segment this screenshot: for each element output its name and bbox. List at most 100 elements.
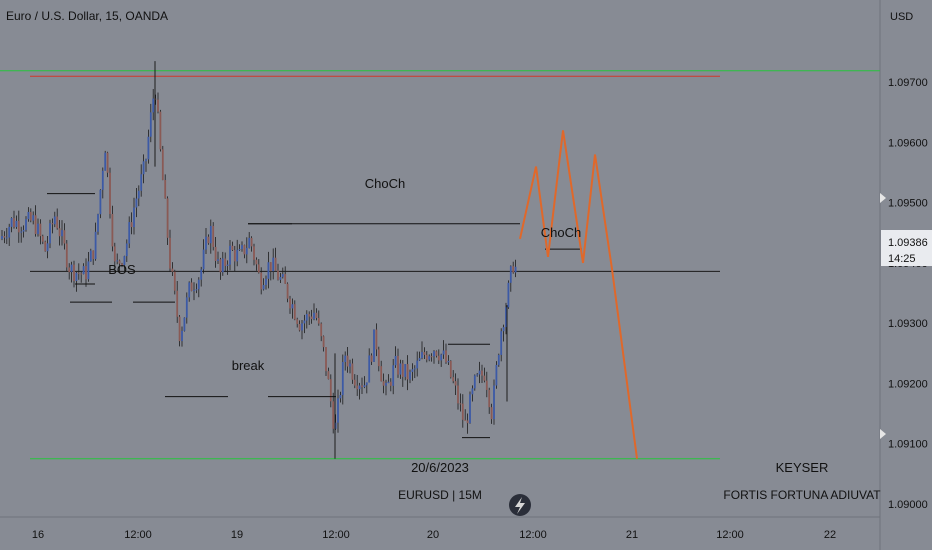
time-tick-label: 19 <box>231 529 243 541</box>
candle-body <box>92 250 95 260</box>
candle-body <box>454 381 457 386</box>
plot-area[interactable] <box>0 0 880 517</box>
candle-body <box>425 354 428 360</box>
candle-body <box>313 312 315 320</box>
chevron-right-icon[interactable] <box>880 193 886 203</box>
candle-body <box>293 304 296 320</box>
price-tick-label: 1.09600 <box>888 137 928 149</box>
level-lines <box>0 70 880 460</box>
candle-body <box>250 237 253 247</box>
candle-body <box>339 395 342 399</box>
candle-body <box>380 366 383 382</box>
candle-body <box>10 218 13 227</box>
candle-body <box>181 330 183 342</box>
candle-body <box>490 407 493 420</box>
candle-body <box>255 259 258 265</box>
candle-body <box>135 198 138 208</box>
candle-body <box>202 249 205 270</box>
candle-body <box>77 272 80 274</box>
candle-body <box>147 136 150 160</box>
candle-body <box>497 354 500 365</box>
candle-body <box>404 364 407 377</box>
time-axis[interactable] <box>0 517 880 550</box>
candle-body <box>133 207 135 228</box>
candle-body <box>409 371 411 380</box>
candle-body <box>188 282 191 298</box>
time-tick-label: 12:00 <box>716 529 744 541</box>
candle-body <box>353 379 356 386</box>
candle-body <box>171 268 174 272</box>
candle-body <box>233 250 236 262</box>
candle-body <box>322 336 325 348</box>
chevron-right-icon-lower[interactable] <box>880 429 886 439</box>
candle-body <box>183 317 186 331</box>
candle-body <box>349 363 351 367</box>
candle-body <box>142 161 145 175</box>
candle-body <box>327 371 330 380</box>
bos-label: BOS <box>108 262 136 277</box>
candle-body <box>267 262 270 279</box>
projection-path <box>519 130 638 459</box>
candle-body <box>193 290 195 292</box>
candle-body <box>145 159 147 162</box>
lightning-icon[interactable] <box>509 494 531 516</box>
candle-body <box>507 282 510 308</box>
candle-body <box>41 236 44 242</box>
candle-body <box>418 358 421 361</box>
candle-body <box>428 356 431 360</box>
watermark-author: KEYSER <box>776 460 829 475</box>
candle-body <box>104 152 107 171</box>
candle-body <box>243 245 246 255</box>
candle-body <box>248 237 251 248</box>
candle-body <box>82 266 85 275</box>
candle-body <box>101 170 104 190</box>
candle-body <box>399 363 402 375</box>
candle-body <box>368 355 371 383</box>
candle-body <box>197 279 200 290</box>
candle-body <box>238 249 241 251</box>
candle-body <box>137 190 140 199</box>
candle-body <box>269 262 272 272</box>
candle-body <box>452 377 455 382</box>
candle-body <box>466 420 469 424</box>
candle-body <box>411 369 414 372</box>
candle-body <box>356 385 359 390</box>
time-tick-label: 21 <box>626 529 638 541</box>
candle-body <box>89 250 92 262</box>
candle-body <box>377 349 380 367</box>
candle-body <box>224 258 227 266</box>
candlestick-series <box>1 61 517 459</box>
candle-body <box>394 355 397 366</box>
candle-body <box>68 267 71 273</box>
candle-body <box>373 329 375 362</box>
candle-body <box>375 329 378 350</box>
candle-body <box>308 314 311 317</box>
candle-body <box>281 274 284 277</box>
candle-body <box>442 350 445 355</box>
candle-body <box>358 385 361 390</box>
candle-body <box>130 222 133 228</box>
choch-label-right: ChoCh <box>541 225 581 240</box>
candle-body <box>461 403 464 420</box>
candle-body <box>34 215 37 235</box>
candle-body <box>190 282 193 291</box>
candle-body <box>229 245 231 265</box>
candle-body <box>421 352 423 359</box>
candle-body <box>63 230 66 244</box>
candle-body <box>392 365 395 386</box>
candle-body <box>29 211 32 221</box>
candle-body <box>13 218 15 227</box>
candle-body <box>65 243 68 268</box>
last-price-value: 1.09386 <box>888 237 928 249</box>
candle-body <box>161 149 164 180</box>
candle-body <box>435 351 438 356</box>
candle-body <box>152 98 155 113</box>
watermark-pair: EURUSD | 15M <box>398 488 482 502</box>
candle-body <box>493 385 495 420</box>
candle-body <box>423 352 426 355</box>
price-axis[interactable] <box>880 0 932 550</box>
candle-body <box>483 375 486 381</box>
candle-body <box>397 355 399 375</box>
watermark-date: 20/6/2023 <box>411 460 469 475</box>
